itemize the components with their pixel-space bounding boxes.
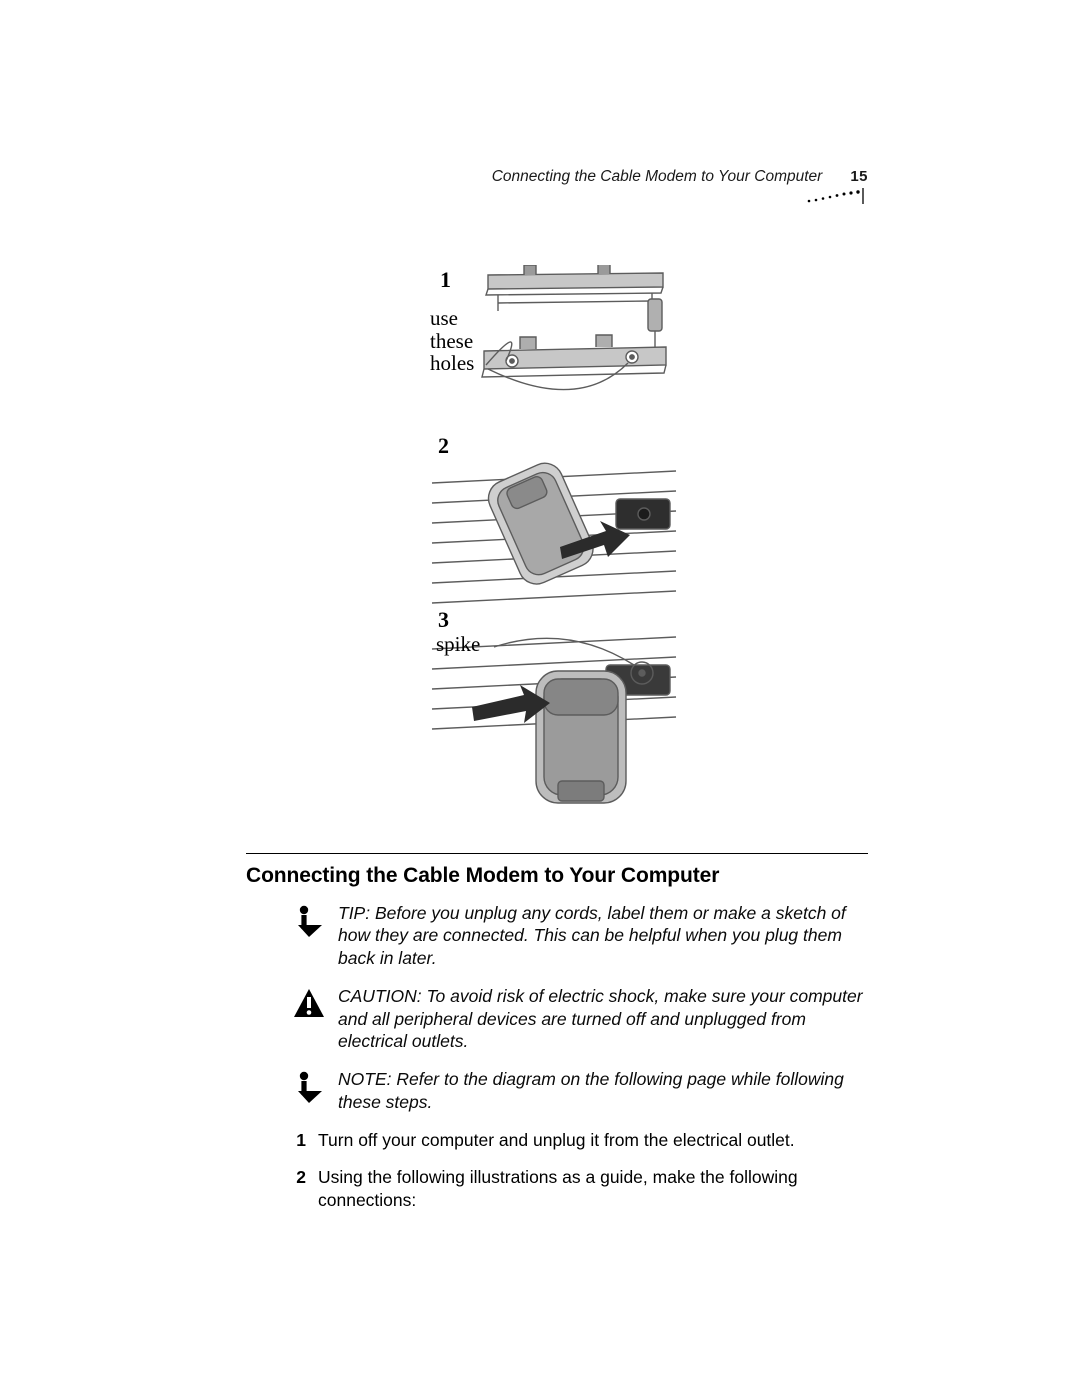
figure-3: 3 spike: [428, 611, 680, 811]
callout-caution-text: CAUTION: To avoid risk of electric shock…: [338, 985, 868, 1052]
numbered-steps: 1 Turn off your computer and unplug it f…: [246, 1129, 868, 1211]
section-rule: [246, 853, 868, 854]
installation-figures: 1 use these holes: [428, 265, 680, 811]
figure-3-number: 3: [438, 607, 449, 633]
section-title: Connecting the Cable Modem to Your Compu…: [246, 864, 868, 888]
figure-2-art: [428, 439, 680, 607]
callout-tip-text: TIP: Before you unplug any cords, label …: [338, 902, 868, 969]
figure-1: 1 use these holes: [428, 265, 680, 433]
figure-1-label: use these holes: [430, 307, 474, 375]
step-item: 1 Turn off your computer and unplug it f…: [290, 1129, 868, 1152]
callout-caution: CAUTION: To avoid risk of electric shock…: [292, 985, 868, 1052]
figure-2-number: 2: [438, 433, 449, 459]
step-item: 2 Using the following illustrations as a…: [290, 1166, 868, 1212]
callout-tip: TIP: Before you unplug any cords, label …: [292, 902, 868, 969]
figure-1-label-line: use: [430, 306, 458, 330]
step-text: Using the following illustrations as a g…: [318, 1166, 868, 1212]
page-number: 15: [850, 168, 868, 185]
step-text: Turn off your computer and unplug it fro…: [318, 1129, 795, 1152]
figure-1-label-line: these: [430, 329, 473, 353]
callout-note: NOTE: Refer to the diagram on the follow…: [292, 1068, 868, 1113]
step-number: 2: [290, 1166, 306, 1212]
info-arrow-icon: [292, 904, 326, 938]
running-title: Connecting the Cable Modem to Your Compu…: [492, 168, 823, 186]
running-header: Connecting the Cable Modem to Your Compu…: [246, 168, 868, 186]
info-arrow-icon: [292, 1070, 326, 1104]
figure-1-label-line: holes: [430, 351, 474, 375]
header-dot-decoration: [246, 188, 868, 209]
figure-2: 2: [428, 439, 680, 607]
callout-note-text: NOTE: Refer to the diagram on the follow…: [338, 1068, 868, 1113]
callouts: TIP: Before you unplug any cords, label …: [246, 902, 868, 1113]
figure-1-number: 1: [440, 267, 451, 293]
step-number: 1: [290, 1129, 306, 1152]
caution-triangle-icon: [292, 987, 326, 1021]
page-content: Connecting the Cable Modem to Your Compu…: [246, 168, 868, 1225]
figure-3-label: spike: [436, 633, 480, 656]
